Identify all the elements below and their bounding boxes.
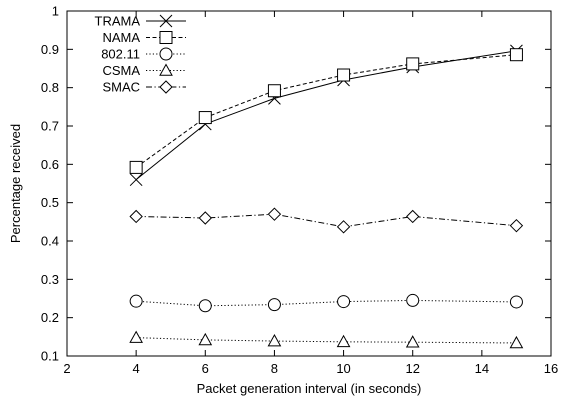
series-line-nama (135, 54, 517, 168)
data-point-nama (509, 48, 523, 62)
legend-label: CSMA (102, 63, 140, 78)
data-point-802-11 (198, 299, 212, 313)
x-tick-label: 14 (475, 361, 489, 376)
data-point-nama (406, 57, 420, 71)
data-point-csma (405, 335, 420, 348)
data-point-csma (129, 330, 143, 343)
y-tick-label: 0.9 (41, 42, 59, 57)
x-tick-label: 8 (271, 361, 278, 376)
data-point-csma (267, 334, 282, 347)
data-point-trama (129, 173, 143, 187)
series-line-trama (135, 50, 517, 181)
series-smac (129, 207, 524, 234)
x-tick-label: 12 (405, 361, 419, 376)
series-trama (129, 44, 523, 187)
x-tick-label: 2 (63, 361, 70, 376)
series-nama (129, 48, 523, 174)
series-line-smac (136, 213, 517, 228)
data-point-smac (509, 218, 524, 233)
x-tick-label: 16 (544, 361, 558, 376)
y-tick-label: 0.8 (41, 80, 59, 95)
data-point-smac (198, 211, 212, 225)
legend-marker (159, 47, 173, 61)
data-point-802-11 (509, 295, 523, 309)
x-axis-title: Packet generation interval (in seconds) (197, 381, 422, 396)
legend-item-nama: NAMA (102, 30, 186, 45)
legend-marker (159, 31, 173, 44)
data-point-802-11 (337, 295, 351, 309)
y-axis-title: Percentage received (8, 124, 23, 243)
legend-marker (159, 63, 173, 76)
x-tick-label: 4 (133, 361, 140, 376)
y-tick-label: 1 (52, 4, 59, 19)
legend-marker (159, 80, 173, 94)
y-axis-ticks: 0.1 0.2 0.3 0.4 0.5 0.6 0.7 0.8 0.9 1 (41, 4, 551, 364)
y-tick-label: 0.2 (41, 310, 59, 325)
data-point-smac (336, 220, 351, 234)
x-axis-ticks: 2 4 6 8 10 12 14 16 (63, 11, 558, 376)
data-point-802-11 (406, 293, 420, 307)
data-point-smac (129, 209, 143, 224)
legend-label: TRAMA (95, 14, 141, 29)
legend-label: NAMA (102, 30, 140, 45)
series-line-802-11 (136, 299, 517, 307)
y-tick-label: 0.7 (41, 119, 59, 134)
y-tick-label: 0.6 (41, 157, 59, 172)
data-point-nama (129, 160, 143, 174)
y-tick-label: 0.5 (41, 195, 59, 210)
data-point-802-11 (267, 298, 281, 312)
data-point-csma (198, 332, 213, 346)
data-point-smac (267, 207, 282, 221)
series-line-csma (136, 337, 517, 344)
legend-label: 802.11 (101, 47, 140, 62)
legend-item-802-11: 802.11 (101, 47, 186, 62)
data-point-csma (336, 334, 351, 348)
plot-area-border (66, 10, 552, 357)
y-tick-label: 0.1 (41, 349, 59, 364)
x-tick-label: 10 (336, 361, 350, 376)
series-802-11 (129, 293, 523, 313)
x-tick-label: 6 (202, 361, 209, 376)
data-point-nama (198, 111, 212, 125)
legend-marker (159, 14, 173, 28)
plot-frame (66, 10, 552, 357)
series-csma (129, 330, 524, 349)
legend-item-smac: SMAC (102, 80, 186, 95)
legend-label: SMAC (102, 80, 140, 95)
y-tick-label: 0.3 (41, 272, 59, 287)
series-layer (129, 44, 524, 349)
y-tick-label: 0.4 (41, 234, 59, 249)
legend-item-csma: CSMA (102, 63, 186, 78)
legend-item-trama: TRAMA (95, 14, 186, 29)
data-point-nama (267, 84, 281, 98)
data-point-nama (337, 68, 351, 82)
data-point-802-11 (129, 294, 143, 308)
data-point-csma (509, 335, 524, 349)
data-point-smac (406, 209, 420, 224)
